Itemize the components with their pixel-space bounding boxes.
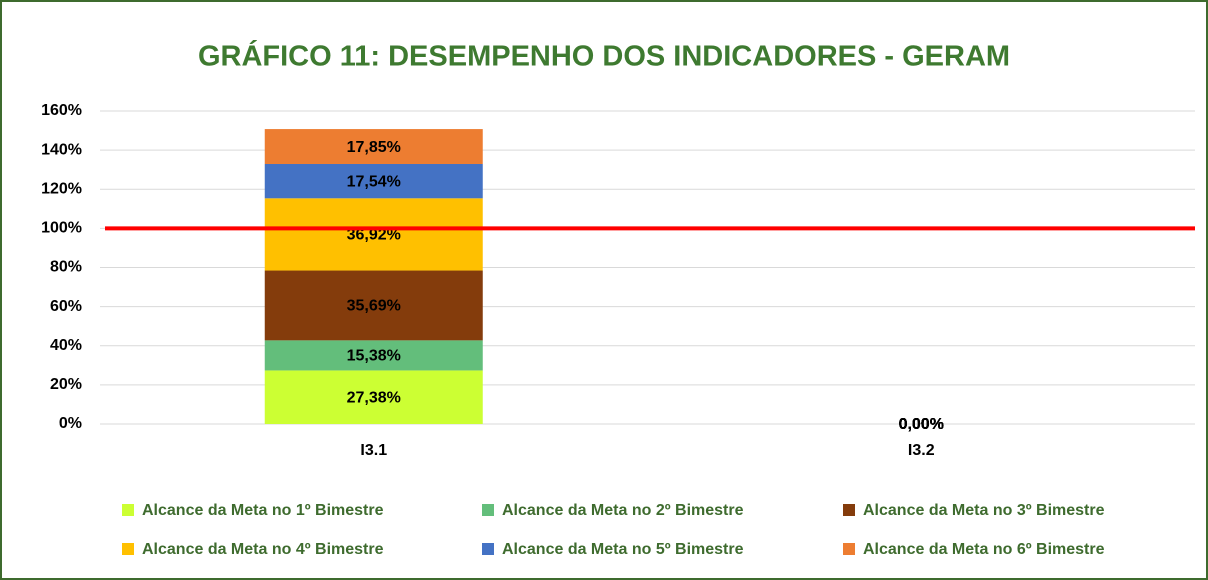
y-tick-label: 60% bbox=[50, 298, 82, 315]
y-tick-label: 140% bbox=[41, 141, 82, 158]
y-tick-label: 20% bbox=[50, 376, 82, 393]
legend-label: Alcance da Meta no 6º Bimestre bbox=[863, 541, 1105, 558]
legend-label: Alcance da Meta no 1º Bimestre bbox=[142, 502, 384, 519]
data-label: 0,00% bbox=[899, 416, 944, 433]
bar-segment bbox=[264, 370, 483, 424]
y-tick-label: 0% bbox=[59, 415, 82, 432]
y-tick-label: 80% bbox=[50, 259, 82, 276]
bar-segment bbox=[264, 270, 483, 341]
legend-swatch bbox=[843, 504, 855, 516]
legend-label: Alcance da Meta no 4º Bimestre bbox=[142, 541, 384, 558]
data-label: 36,92% bbox=[347, 227, 401, 244]
legend-swatch bbox=[843, 543, 855, 555]
data-label: 35,69% bbox=[347, 298, 401, 315]
data-label: 17,85% bbox=[347, 139, 401, 156]
y-tick-label: 40% bbox=[50, 337, 82, 354]
x-tick-label: I3.1 bbox=[360, 442, 387, 459]
y-tick-label: 120% bbox=[41, 180, 82, 197]
data-label: 0,00% bbox=[899, 416, 944, 433]
data-label: 0,00% bbox=[899, 416, 944, 433]
data-label: 0,00% bbox=[899, 416, 944, 433]
legend-label: Alcance da Meta no 5º Bimestre bbox=[502, 541, 744, 558]
legend-swatch bbox=[482, 504, 494, 516]
y-tick-label: 160% bbox=[41, 102, 82, 119]
data-label: 27,38% bbox=[347, 389, 401, 406]
bar-segment bbox=[264, 163, 483, 199]
legend-swatch bbox=[122, 504, 134, 516]
data-label: 0,00% bbox=[899, 416, 944, 433]
chart-title: GRÁFICO 11: DESEMPENHO DOS INDICADORES -… bbox=[198, 39, 1010, 73]
bar-segment bbox=[264, 198, 483, 271]
bar-segment bbox=[264, 340, 483, 371]
bar-segment bbox=[264, 129, 483, 164]
legend-label: Alcance da Meta no 3º Bimestre bbox=[863, 502, 1105, 519]
data-label: 0,00% bbox=[899, 416, 944, 433]
data-label: 17,54% bbox=[347, 173, 401, 190]
legend-swatch bbox=[122, 543, 134, 555]
legend-swatch bbox=[482, 543, 494, 555]
data-label: 15,38% bbox=[347, 348, 401, 365]
x-tick-label: I3.2 bbox=[908, 442, 935, 459]
y-tick-label: 100% bbox=[41, 220, 82, 237]
legend-label: Alcance da Meta no 2º Bimestre bbox=[502, 502, 744, 519]
